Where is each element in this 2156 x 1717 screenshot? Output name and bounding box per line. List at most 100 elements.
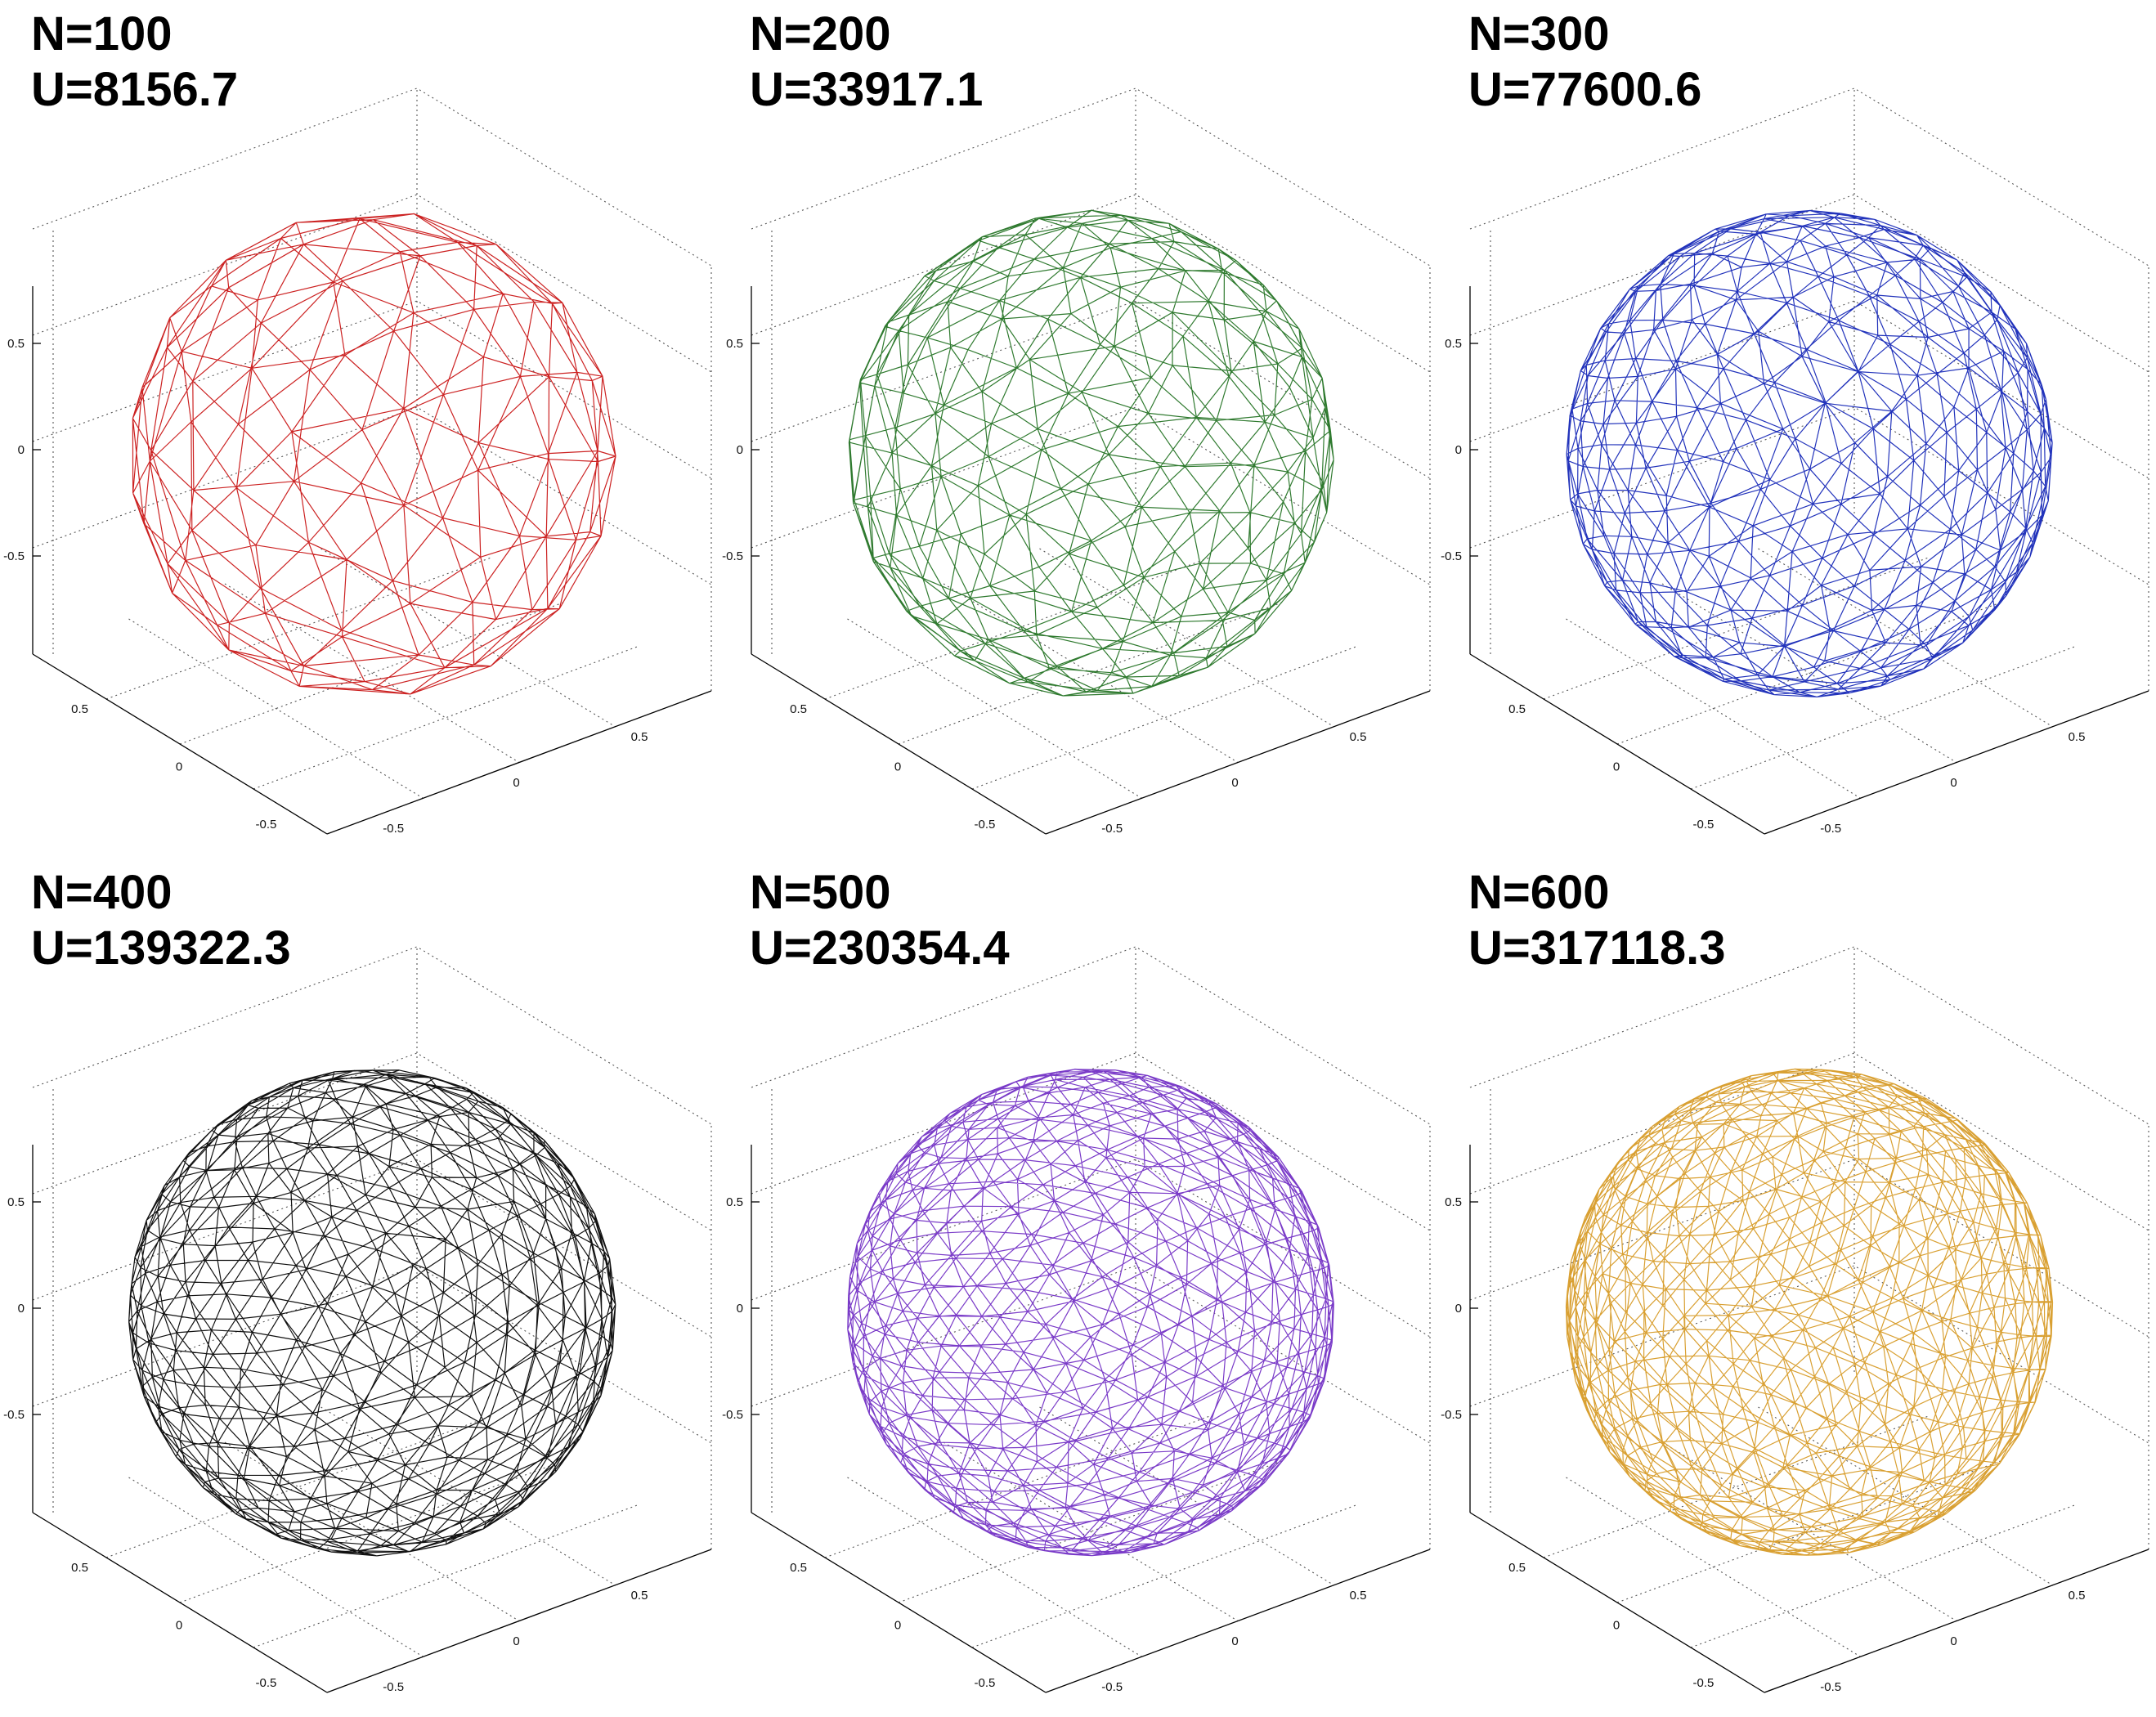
x-axis — [32, 653, 328, 835]
z-tick-label: -0.5 — [3, 1408, 25, 1422]
y-tick-label: -0.5 — [1101, 822, 1123, 836]
y-tick-label: 0 — [1950, 776, 1957, 790]
y-axis — [1045, 1549, 1431, 1693]
y-tick-label: 0 — [1231, 1634, 1238, 1648]
x-axis — [751, 1512, 1047, 1693]
grid-line — [847, 618, 1142, 799]
x-tick-label: 0.5 — [790, 1561, 807, 1575]
sphere-edges — [132, 213, 616, 695]
grid-line — [1566, 618, 1861, 799]
panel-title-n: N=400 — [31, 866, 173, 919]
y-tick-label: -0.5 — [1820, 822, 1841, 836]
grid-line — [32, 194, 712, 373]
sphere-plot: 0.5 0 -0.5 0.5 0 -0.5 0.5 0 -0.5 — [722, 87, 1431, 836]
z-tick-label: 0 — [737, 1302, 743, 1316]
grid-line — [943, 583, 1239, 763]
panel-caption: N=600 U=317118.3 — [1468, 865, 1725, 976]
axes-box: 0.5 0 -0.5 0.5 0 -0.5 0.5 0 -0.5 — [3, 87, 712, 836]
y-axis — [1764, 690, 2149, 835]
sphere-edges — [848, 209, 1334, 697]
grid-line — [943, 1441, 1239, 1621]
z-tick-label: -0.5 — [722, 1408, 743, 1422]
x-axis — [1469, 653, 1765, 835]
panel-title-n: N=200 — [750, 7, 891, 61]
x-tick-label: 0.5 — [71, 702, 88, 716]
grid-line — [751, 406, 1431, 585]
grid-line — [751, 87, 1431, 267]
x-tick-label: -0.5 — [975, 818, 996, 832]
y-tick-label: -0.5 — [383, 1680, 404, 1694]
grid-line — [224, 583, 520, 763]
y-tick-label: -0.5 — [383, 822, 404, 836]
grid-line — [1690, 1504, 2076, 1648]
axes-box: 0.5 0 -0.5 0.5 0 -0.5 0.5 0 -0.5 — [1441, 87, 2149, 836]
z-tick-label: 0.5 — [726, 337, 743, 351]
grid-line — [1039, 1406, 1334, 1586]
sphere-plot: 0.5 0 -0.5 0.5 0 -0.5 0.5 0 -0.5 — [722, 946, 1431, 1694]
sphere-plot: 0.5 0 -0.5 0.5 0 -0.5 0.5 0 -0.5 — [1441, 87, 2149, 836]
z-tick-label: -0.5 — [3, 549, 25, 563]
y-tick-label: 0 — [513, 1634, 519, 1648]
grid-line — [751, 194, 1431, 373]
sphere-plot: 0.5 0 -0.5 0.5 0 -0.5 0.5 0 -0.5 — [3, 87, 712, 836]
z-tick-label: -0.5 — [722, 549, 743, 563]
grid-line — [751, 1052, 1431, 1231]
panel-6: N=600 U=317118.3 0.5 0 -0.5 0.5 0 -0.5 0.5 0 -0.… — [1437, 858, 2156, 1717]
z-tick-label: 0.5 — [7, 1195, 25, 1209]
panel-5: N=500 U=230354.4 0.5 0 -0.5 0.5 0 -0.5 0.5 0 -0.… — [719, 858, 1437, 1717]
grid-line — [1758, 1406, 2053, 1586]
x-axis — [751, 653, 1047, 835]
grid-line — [1758, 548, 2053, 728]
panel-1: N=100 U=8156.7 0.5 0 -0.5 0.5 0 -0.5 0.5 0 -0.5 — [0, 0, 719, 858]
grid-line — [1469, 300, 2149, 479]
sphere-wireframe — [128, 1069, 616, 1557]
grid-line — [253, 1504, 639, 1648]
grid-line — [1469, 1159, 2149, 1338]
panel-caption: N=400 U=139322.3 — [31, 865, 291, 976]
axes-box: 0.5 0 -0.5 0.5 0 -0.5 0.5 0 -0.5 — [722, 946, 1431, 1694]
panel-caption: N=200 U=33917.1 — [750, 7, 983, 118]
grid-line — [32, 1265, 712, 1444]
y-tick-label: -0.5 — [1820, 1680, 1841, 1694]
y-tick-label: 0.5 — [631, 1589, 648, 1603]
panel-title-u: U=317118.3 — [1468, 921, 1726, 975]
y-tick-label: 0 — [513, 776, 519, 790]
sphere-wireframe — [847, 1069, 1334, 1557]
z-tick-label: 0 — [1455, 1302, 1462, 1316]
grid-line — [971, 646, 1357, 790]
grid-line — [1566, 1477, 1861, 1657]
panel-title-n: N=600 — [1468, 866, 1610, 919]
z-tick-label: 0 — [737, 443, 743, 457]
x-tick-label: -0.5 — [1693, 1676, 1714, 1690]
y-tick-label: 0.5 — [1350, 1589, 1367, 1603]
x-tick-label: 0.5 — [1508, 1561, 1526, 1575]
sphere-wireframe — [132, 213, 616, 695]
panel-title-u: U=77600.6 — [1468, 63, 1702, 116]
sphere-edges — [1566, 209, 2053, 697]
panel-3: N=300 U=77600.6 0.5 0 -0.5 0.5 0 -0.5 0.5 0 -0.5 — [1437, 0, 2156, 858]
grid-line — [320, 548, 616, 728]
z-tick-label: -0.5 — [1441, 549, 1462, 563]
axes-box: 0.5 0 -0.5 0.5 0 -0.5 0.5 0 -0.5 — [1441, 946, 2149, 1694]
y-axis — [1764, 1549, 2149, 1693]
panel-2: N=200 U=33917.1 0.5 0 -0.5 0.5 0 -0.5 0.5 0 -0.5 — [719, 0, 1437, 858]
y-tick-label: 0.5 — [1350, 730, 1367, 744]
grid-line — [751, 1265, 1431, 1444]
grid-line — [32, 406, 712, 585]
z-tick-label: 0 — [18, 1302, 25, 1316]
grid-line — [1469, 406, 2149, 585]
grid-line — [1469, 194, 2149, 373]
sphere-wireframe — [848, 209, 1334, 697]
grid-line — [1469, 1052, 2149, 1231]
sphere-plot: 0.5 0 -0.5 0.5 0 -0.5 0.5 0 -0.5 — [1441, 946, 2149, 1694]
grid-line — [751, 1159, 1431, 1338]
x-tick-label: 0 — [894, 760, 901, 773]
grid-line — [1469, 946, 2149, 1125]
x-tick-label: -0.5 — [256, 1676, 277, 1690]
panel-title-n: N=500 — [750, 866, 891, 919]
z-tick-label: 0.5 — [1445, 337, 1462, 351]
z-tick-label: 0 — [1455, 443, 1462, 457]
y-tick-label: 0.5 — [631, 730, 648, 744]
grid-line — [32, 1052, 712, 1231]
